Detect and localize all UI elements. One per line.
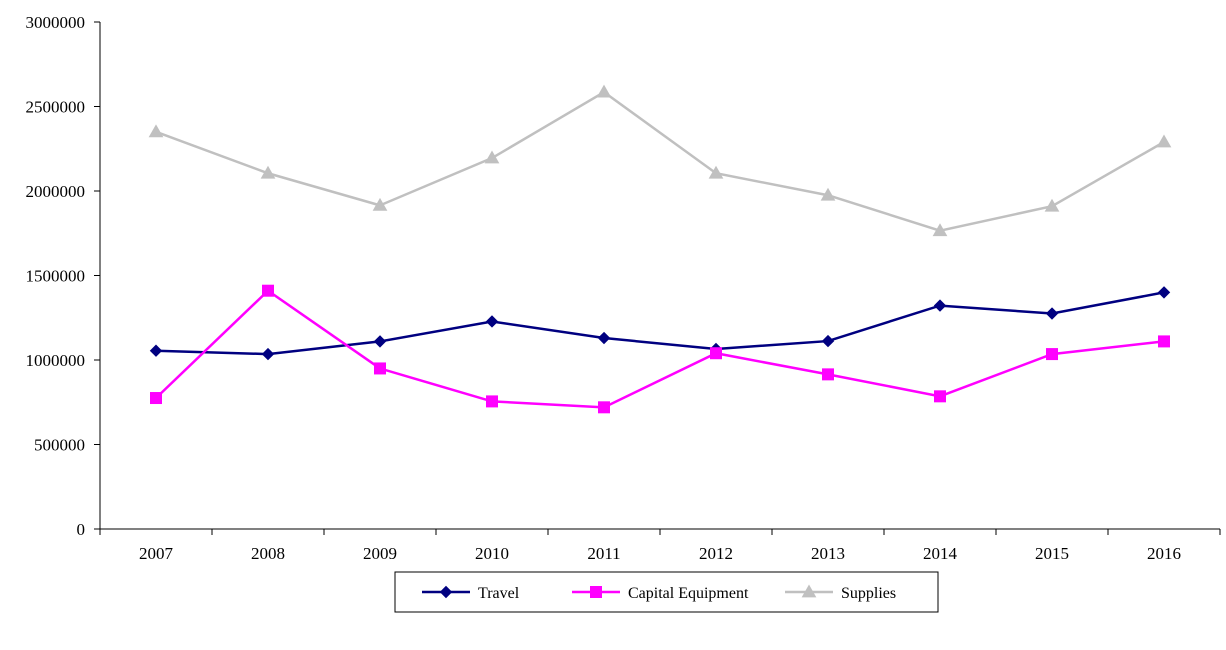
legend-label: Capital Equipment [628,585,749,602]
legend: Travel Capital Equipment Supplies [394,571,939,613]
data-point [1157,286,1171,299]
data-point [1156,134,1172,148]
legend-marker [801,584,817,598]
data-point [596,84,612,98]
data-point [710,347,722,360]
y-tick-label: 2000000 [26,182,86,201]
x-tick-label: 2014 [923,544,958,563]
data-point [821,334,835,348]
y-tick-label: 0 [77,520,86,539]
data-point [262,284,274,297]
x-tick-label: 2011 [587,544,620,563]
data-point [1044,198,1060,212]
x-tick-label: 2016 [1147,544,1181,563]
data-point [372,197,388,211]
data-point [150,392,162,405]
series-travel [149,286,1171,361]
series-layer [148,84,1172,414]
data-point [1158,335,1170,348]
series-line [155,289,1165,409]
data-point [708,165,724,179]
data-point [598,401,610,414]
x-tick-label: 2012 [699,544,733,563]
data-point [597,331,611,345]
data-point [484,150,500,164]
data-point [1046,348,1058,361]
data-point [934,390,946,403]
data-point [261,347,275,361]
x-tick-label: 2010 [475,544,509,563]
series-line [155,291,1165,356]
data-point [932,223,948,237]
x-tick-label: 2013 [811,544,845,563]
x-tick-label: 2008 [251,544,285,563]
legend-item: Supplies [785,584,896,602]
data-point [148,124,164,138]
series-supplies [148,84,1172,237]
legend-marker [439,585,453,599]
y-tick-label: 1000000 [26,351,86,370]
x-tick-label: 2009 [363,544,397,563]
legend-label: Supplies [841,585,896,602]
data-point [485,315,499,328]
legend-box [394,571,939,613]
data-point [820,187,836,201]
y-axis: 0 500000 1000000 1500000 2000000 2500000 30000… [26,13,101,539]
y-tick-label: 1500000 [26,267,86,286]
data-point [373,335,387,348]
x-tick-label: 2007 [139,544,174,563]
series-capital-equipment [150,284,1170,414]
y-tick-label: 2500000 [26,98,86,117]
legend-marker [590,586,602,598]
data-point [486,395,498,408]
data-point [822,368,834,381]
x-axis: 2007 2008 2009 2010 2011 2012 2013 2014 2015 2016 [99,528,1221,563]
data-point [149,344,163,357]
y-tick-label: 3000000 [26,13,86,32]
data-point [260,165,276,179]
legend-label: Travel [478,585,520,602]
legend-item: Travel [422,585,520,602]
data-point [374,362,386,375]
series-line [155,90,1165,233]
data-point [1045,307,1059,320]
y-tick-label: 500000 [34,436,85,455]
data-point [933,299,947,312]
x-tick-label: 2015 [1035,544,1069,563]
legend-item: Capital Equipment [572,585,749,602]
